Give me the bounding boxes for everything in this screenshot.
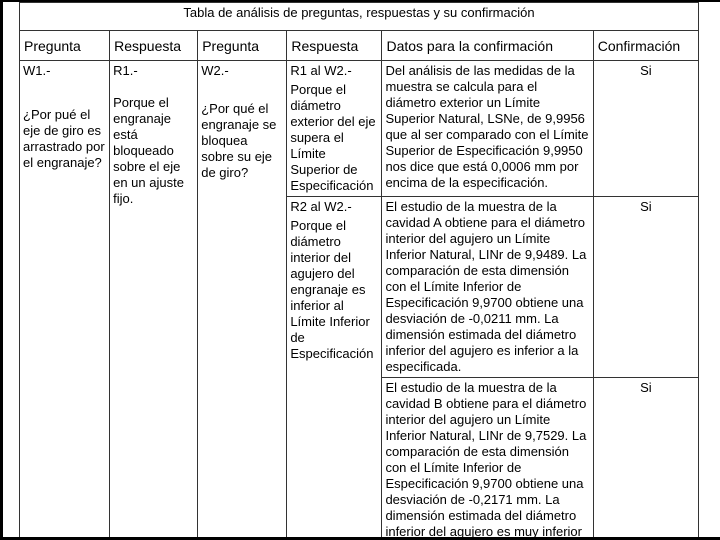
cell-datos-1: Del análisis de las medidas de la muestr… <box>381 60 594 197</box>
header-respuesta-1: Respuesta <box>109 30 199 61</box>
cell-respuesta-r2-al-w2: R2 al W2.- Porque el diámetro interior d… <box>286 196 383 537</box>
respuesta-r1-al-w2-tag: R1 al W2.- <box>290 63 352 78</box>
cell-respuesta-r1-al-w2: R1 al W2.- Porque el diámetro exterior d… <box>286 60 383 197</box>
respuesta-r1-tag: R1.- <box>113 63 138 78</box>
header-row: Pregunta Respuesta Pregunta Respuesta Da… <box>18 30 700 61</box>
data-row-3: El estudio de la muestra de la cavidad B… <box>20 377 700 537</box>
header-pregunta-2: Pregunta <box>197 30 288 61</box>
pregunta-w1-tag: W1.- <box>23 63 51 78</box>
cell-pregunta-w1: W1.- ¿Por pué el eje de giro es arrastra… <box>18 60 111 537</box>
title-row: Tabla de análisis de preguntas, respuest… <box>19 2 699 31</box>
cell-confirmacion-1: Si <box>592 60 700 197</box>
header-confirmacion: Confirmación <box>592 30 700 61</box>
data-row-2: R2 al W2.- Porque el diámetro interior d… <box>20 196 700 537</box>
pregunta-w2-body: ¿Por qué el engranaje se bloquea sobre s… <box>201 101 277 180</box>
header-respuesta-2: Respuesta <box>286 30 383 61</box>
table-title: Tabla de análisis de preguntas, respuest… <box>19 2 699 31</box>
cell-confirmacion-3: Si <box>592 377 700 537</box>
respuesta-r1-body: Porque el engranaje está bloqueado sobre… <box>113 95 184 206</box>
data-row-1: W1.- ¿Por pué el eje de giro es arrastra… <box>18 60 700 537</box>
cell-datos-2: El estudio de la muestra de la cavidad A… <box>381 196 594 378</box>
header-pregunta-1: Pregunta <box>18 30 111 61</box>
cell-pregunta-w2: W2.- ¿Por qué el engranaje se bloquea so… <box>197 60 288 537</box>
respuesta-r2-al-w2-body: Porque el diámetro interior del agujero … <box>290 218 374 361</box>
pregunta-w1-body: ¿Por pué el eje de giro es arrastrado po… <box>23 107 105 170</box>
header-datos: Datos para la confirmación <box>381 30 594 61</box>
cell-respuesta-r1: R1.- Porque el engranaje está bloqueado … <box>109 60 199 537</box>
respuesta-r2-al-w2-tag: R2 al W2.- <box>290 199 352 214</box>
cell-datos-3: El estudio de la muestra de la cavidad B… <box>381 377 594 537</box>
cell-confirmacion-2: Si <box>592 196 700 378</box>
analysis-table: Tabla de análisis de preguntas, respuest… <box>18 2 700 537</box>
pregunta-w2-tag: W2.- <box>201 63 229 78</box>
respuesta-r1-al-w2-body: Porque el diámetro exterior del eje supe… <box>290 82 376 193</box>
